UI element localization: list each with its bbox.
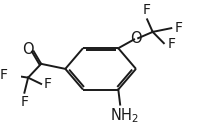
Text: F: F (167, 37, 175, 51)
Text: F: F (175, 20, 183, 35)
Text: F: F (20, 95, 28, 109)
Text: O: O (22, 42, 33, 57)
Text: F: F (142, 3, 150, 17)
Text: F: F (0, 68, 8, 82)
Text: F: F (44, 77, 52, 91)
Text: O: O (130, 31, 142, 46)
Text: NH$_2$: NH$_2$ (110, 106, 139, 125)
